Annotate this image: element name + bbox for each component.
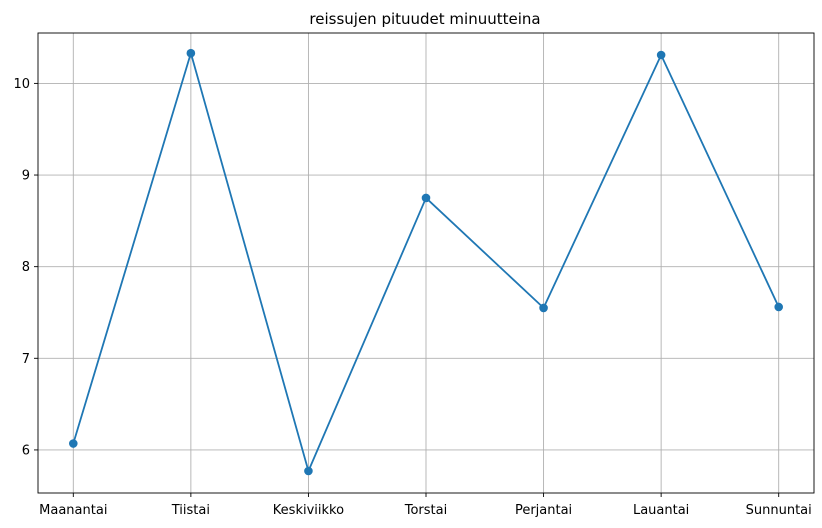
x-tick-label: Perjantai xyxy=(515,503,572,518)
chart-title: reissujen pituudet minuutteina xyxy=(309,10,540,28)
y-tick-label: 9 xyxy=(22,169,30,184)
data-point xyxy=(656,50,666,60)
x-tick-label: Sunnuntai xyxy=(746,503,812,518)
x-tick-label: Keskiviikko xyxy=(273,503,344,518)
data-point xyxy=(69,439,78,448)
y-tick-label: 7 xyxy=(22,352,30,367)
x-tick-label: Torstai xyxy=(404,503,447,518)
data-point xyxy=(304,466,313,476)
x-tick-label: Maanantai xyxy=(39,503,107,518)
tick-layer: Maanantai Tiistai Keskiviikko Torstai Perjan… xyxy=(13,77,811,518)
data-point xyxy=(774,302,783,312)
y-tick-label: 10 xyxy=(13,77,30,92)
data-point xyxy=(421,193,431,203)
data-point xyxy=(186,48,196,58)
x-tick-label: Lauantai xyxy=(633,503,689,518)
y-tick-label: 6 xyxy=(22,443,30,458)
grid-layer xyxy=(38,33,814,493)
x-tick-label: Tiistai xyxy=(171,503,210,518)
data-point xyxy=(539,303,548,313)
y-tick-label: 8 xyxy=(22,260,30,275)
series-layer xyxy=(69,48,783,476)
